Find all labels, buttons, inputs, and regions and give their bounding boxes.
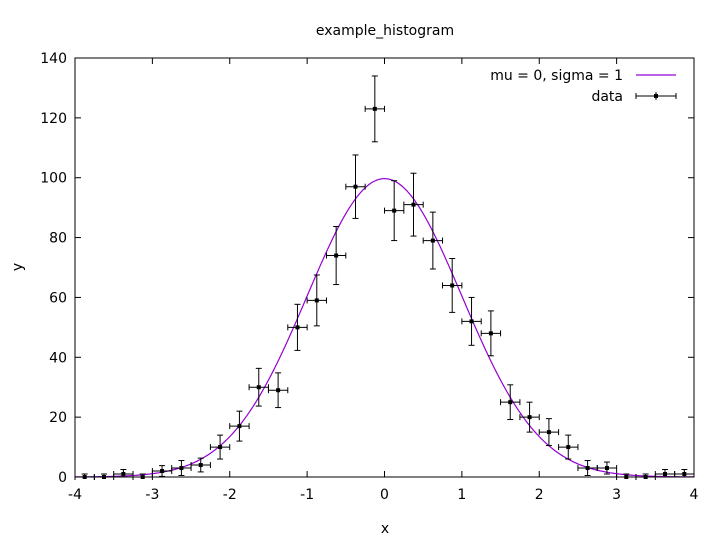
x-tick-label: -2 [223, 487, 237, 503]
y-axis-label: y [10, 263, 26, 271]
data-point [403, 172, 424, 237]
legend-label-data: data [591, 89, 623, 105]
point-marker [585, 466, 590, 471]
data-point [113, 469, 134, 478]
data-point [190, 457, 211, 473]
data-point [325, 225, 347, 286]
chart-title: example_histogram [316, 23, 454, 39]
x-tick-label: 0 [380, 487, 389, 503]
point-marker [314, 298, 319, 303]
point-marker [682, 472, 687, 477]
x-axis-label: x [381, 521, 389, 537]
data-point [480, 310, 502, 357]
plot-border [74, 57, 695, 478]
y-tick-label: 120 [40, 111, 67, 127]
point-marker [392, 208, 397, 213]
point-marker [662, 472, 667, 477]
data-point [500, 384, 521, 421]
point-marker [121, 472, 126, 477]
point-marker [353, 184, 358, 189]
legend-marker [654, 94, 658, 98]
y-tick-label: 40 [49, 350, 67, 366]
x-tick-label: 3 [612, 487, 621, 503]
data-point [364, 75, 385, 143]
point-marker [218, 445, 223, 450]
point-marker [276, 388, 281, 393]
point-marker [160, 469, 165, 474]
data-point [558, 434, 579, 460]
data-point [422, 211, 444, 270]
x-tick-label: 4 [690, 487, 699, 503]
point-marker [179, 466, 184, 471]
point-marker [488, 331, 493, 336]
x-tick-label: -3 [145, 487, 159, 503]
point-marker [546, 430, 551, 435]
point-marker [508, 400, 513, 405]
point-marker [295, 325, 300, 330]
point-marker [566, 445, 571, 450]
data-point [248, 367, 269, 407]
y-tick-label: 0 [58, 470, 67, 486]
point-marker [411, 202, 416, 207]
x-tick-label: 1 [457, 487, 466, 503]
point-marker [469, 319, 474, 324]
legend-swatch-data [635, 92, 677, 100]
point-marker [527, 415, 532, 420]
point-marker [256, 385, 261, 390]
y-tick-label: 60 [49, 290, 67, 306]
point-marker [430, 238, 435, 243]
x-tick-label: 2 [535, 487, 544, 503]
data-point [519, 401, 540, 433]
legend-label-curve: mu = 0, sigma = 1 [490, 68, 623, 84]
data-point [209, 434, 231, 460]
point-marker [198, 463, 203, 468]
legend: mu = 0, sigma = 1 data [490, 68, 677, 105]
data-point [287, 303, 308, 351]
point-marker [372, 106, 377, 111]
point-marker [334, 253, 339, 258]
y-tick-label: 140 [40, 51, 67, 67]
y-tick-label: 20 [49, 410, 67, 426]
data-point [229, 410, 250, 442]
data-point [345, 154, 366, 219]
point-marker [604, 466, 609, 471]
y-tick-label: 100 [40, 171, 67, 187]
data-point [151, 465, 173, 477]
x-tick-label: -1 [300, 487, 314, 503]
data-point [384, 180, 405, 242]
point-marker [237, 424, 242, 429]
point-marker [450, 283, 455, 288]
x-tick-label: -4 [68, 487, 82, 503]
data-point [596, 461, 618, 475]
data-point [267, 372, 289, 409]
data-point [442, 258, 463, 313]
y-tick-label: 80 [49, 231, 67, 247]
data-point [306, 274, 327, 327]
data-point [461, 296, 482, 346]
data-point [538, 418, 560, 447]
